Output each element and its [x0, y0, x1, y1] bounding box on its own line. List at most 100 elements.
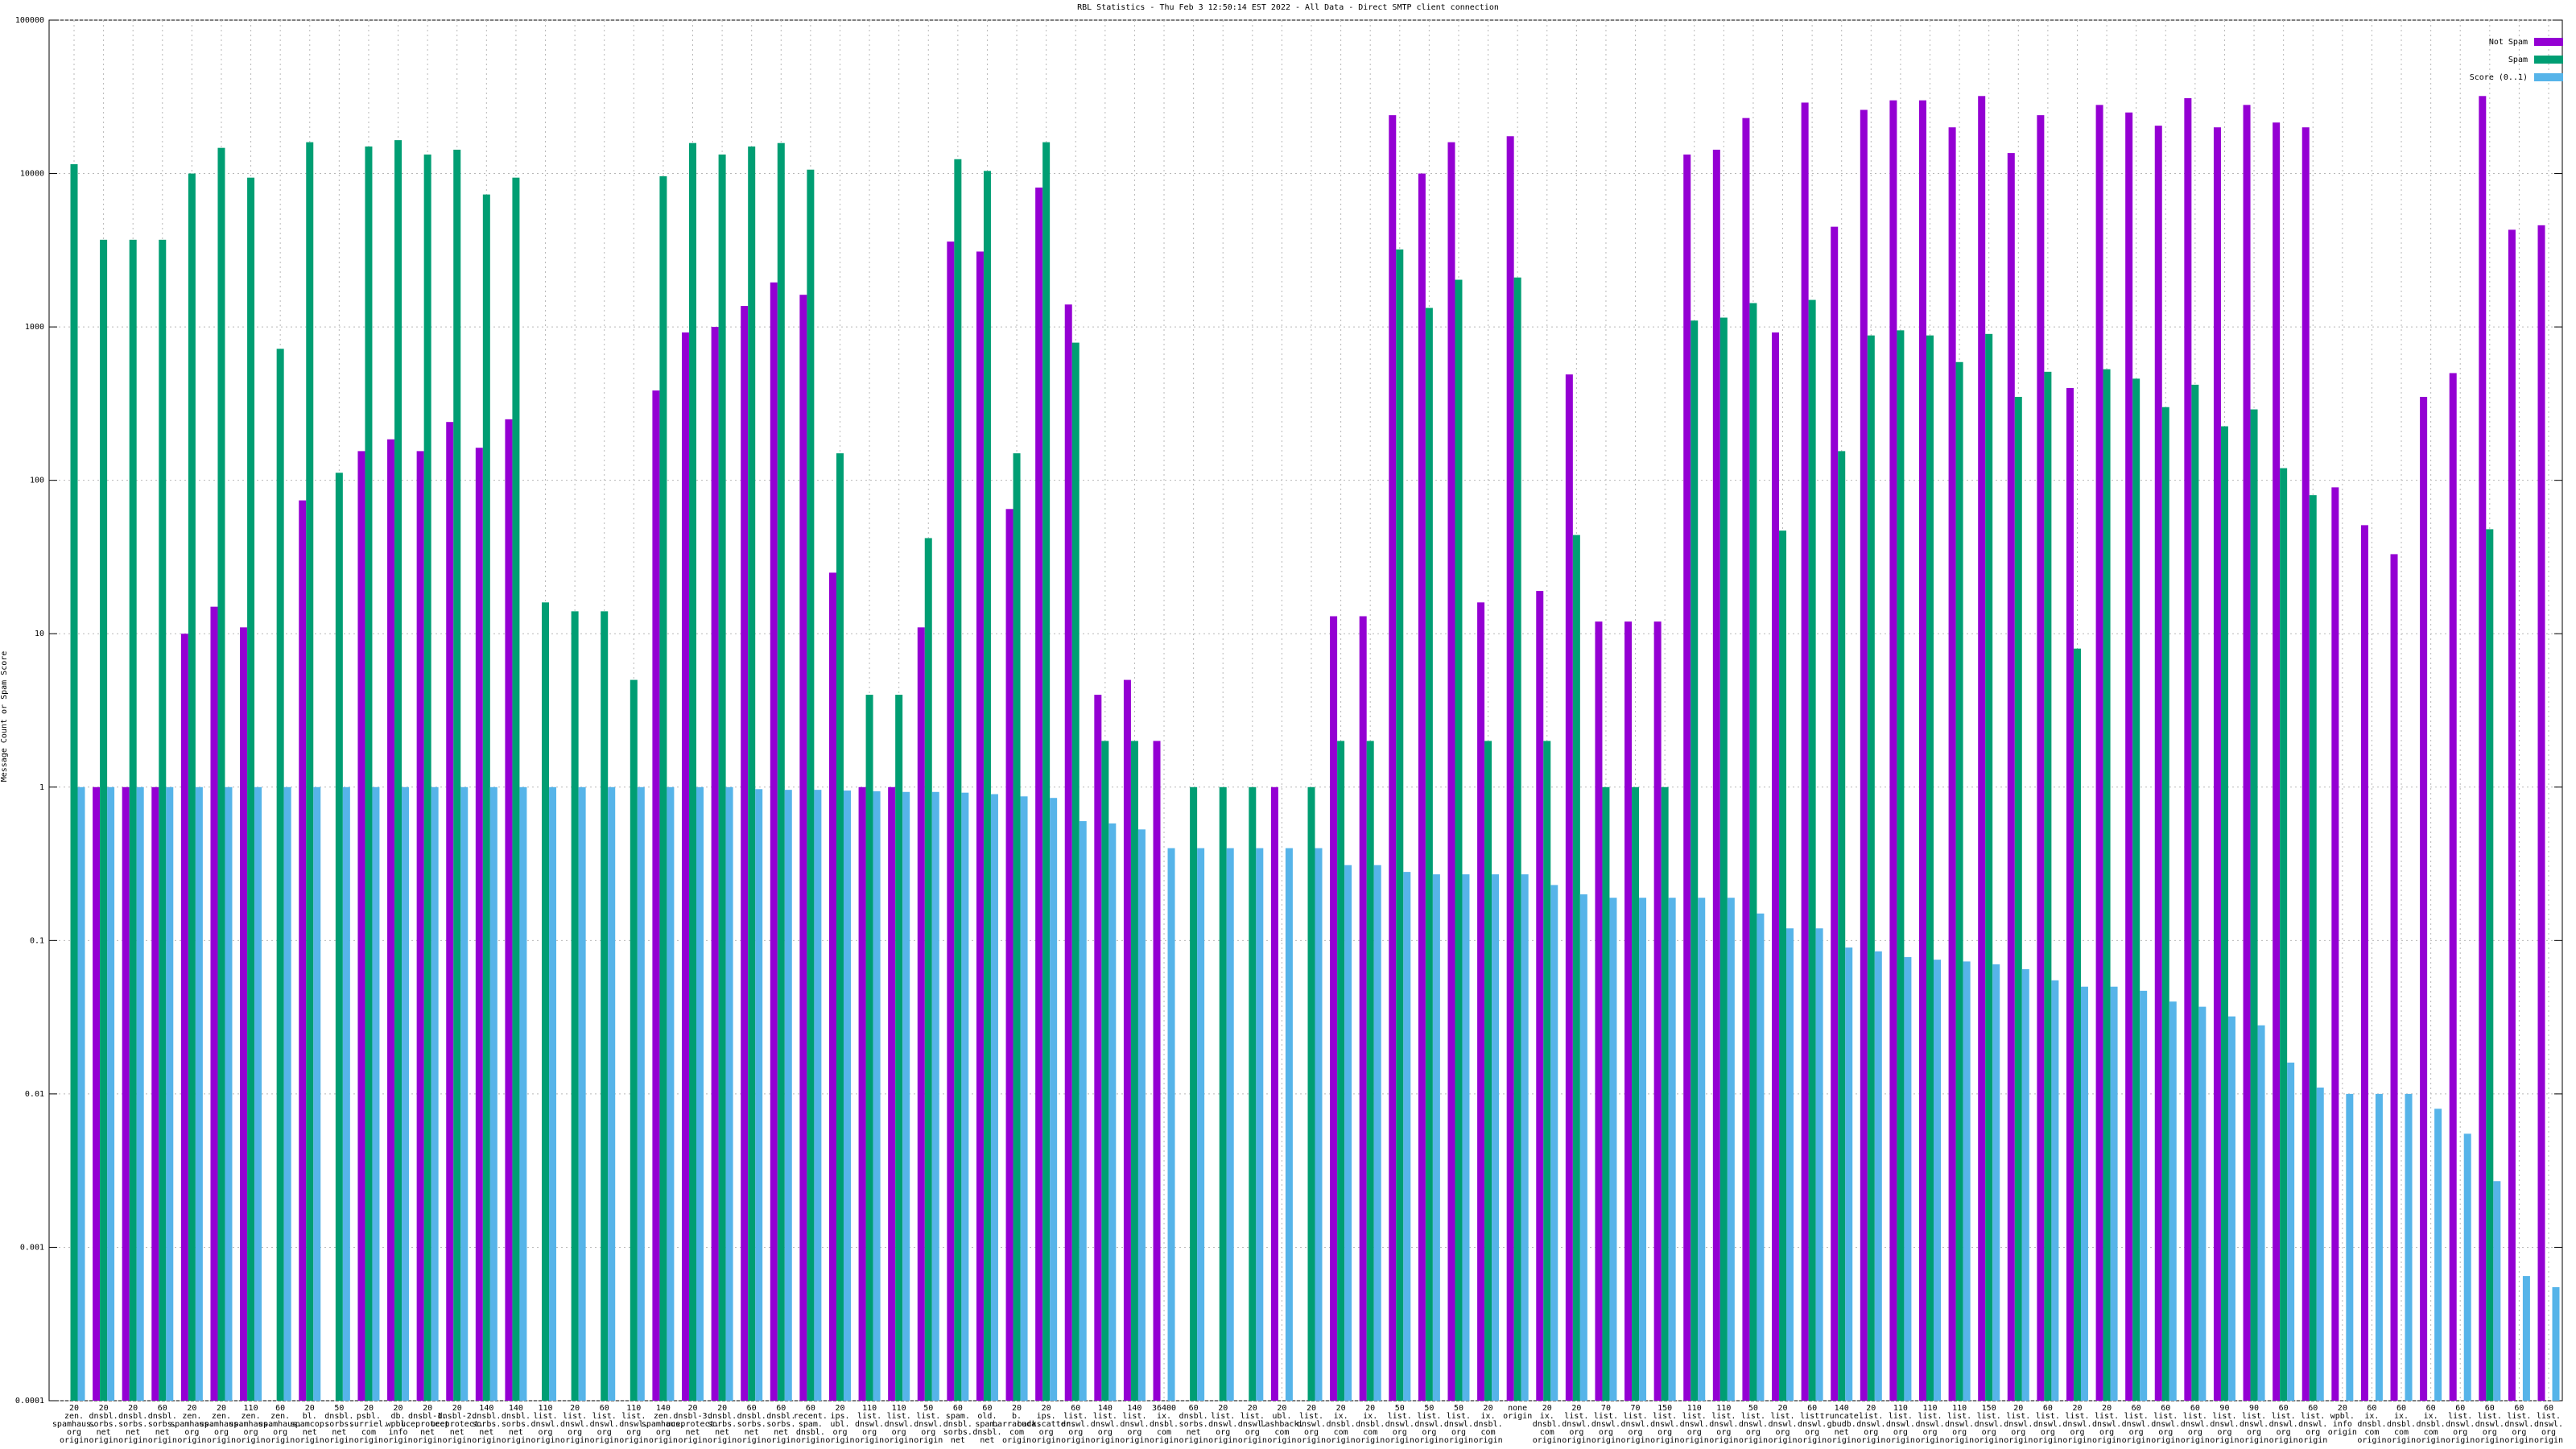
bar — [1403, 872, 1411, 1401]
x-tick-label-line: origin — [1768, 1436, 1797, 1445]
y-tick-label: 1000 — [25, 323, 44, 332]
x-tick-label-line: list. — [1063, 1412, 1088, 1421]
chart-title: RBL Statistics - Thu Feb 3 12:50:14 EST … — [1077, 3, 1499, 12]
bar — [93, 786, 101, 1401]
x-tick-label: 110 list. dnswl. org origin — [1709, 1404, 1738, 1445]
x-tick-label: 20 zen. spamhaus. org origin — [52, 1404, 96, 1445]
bar — [2184, 97, 2192, 1402]
x-tick-label-line: origin — [1827, 1436, 1856, 1445]
x-tick-label-line: ix. — [2424, 1412, 2438, 1421]
x-tick-label-line: 60 — [1189, 1404, 1199, 1413]
x-tick-label-line: dnsbl. — [1327, 1420, 1356, 1429]
x-tick-label: 20 list. dnswl. org origin — [1208, 1404, 1237, 1445]
x-tick-label: 60 list. dnswl. org origin — [2181, 1404, 2210, 1445]
legend-label: Score (0..1) — [2470, 73, 2528, 82]
x-tick-label-line: spam. — [799, 1420, 823, 1429]
bar — [983, 171, 991, 1401]
x-tick-label-line: org — [2277, 1428, 2291, 1437]
x-tick-label-line: dnswl. — [1768, 1420, 1797, 1429]
bar — [453, 149, 461, 1401]
x-tick-label-line: barracuda. — [993, 1420, 1041, 1429]
x-tick-label-line: origin — [89, 1436, 118, 1445]
bar — [1418, 173, 1426, 1402]
x-tick-label-line: org — [2483, 1428, 2497, 1437]
bar — [2522, 1276, 2530, 1401]
x-tick-label-line: spamhaus. — [258, 1420, 302, 1429]
x-tick-label: 60 zen. spamhaus. org origin — [258, 1404, 302, 1445]
x-tick-label-line: wpbl. — [2330, 1412, 2355, 1421]
x-tick-label-line: net — [420, 1428, 435, 1437]
x-tick-label-line: origin — [1591, 1436, 1620, 1445]
x-tick-label-line: origin — [1709, 1436, 1738, 1445]
x-tick-label-line: origin — [1533, 1436, 1562, 1445]
x-tick-label: 60 list. dnswl. org origin — [2151, 1404, 2180, 1445]
x-tick-label-line: b. — [1012, 1412, 1022, 1421]
bar — [1315, 848, 1323, 1401]
x-tick-label-line: dnsbl. — [148, 1412, 177, 1421]
x-tick-label-line: origin — [413, 1436, 442, 1445]
x-tick-label-line: 60 — [1071, 1404, 1080, 1413]
x-tick-label-line: dnswl. — [1591, 1420, 1620, 1429]
x-tick-label-line: org — [184, 1428, 199, 1437]
x-tick-label: 60 list. dnswl. org origin — [2269, 1404, 2298, 1445]
bar — [1831, 226, 1839, 1402]
bar — [748, 147, 756, 1402]
x-tick-label-line: origin — [2092, 1436, 2121, 1445]
x-tick-label-line: 140 — [509, 1404, 523, 1413]
x-tick-label-line: 110 — [626, 1404, 641, 1413]
x-tick-label: 110 zen. spamhaus. org origin — [229, 1404, 272, 1445]
bar — [608, 786, 616, 1401]
bar — [1432, 874, 1440, 1401]
legend-label: Spam — [2508, 56, 2528, 64]
x-tick-label-line: db. — [391, 1412, 406, 1421]
x-tick-label-line: 20 — [1336, 1404, 1346, 1413]
bar — [924, 538, 932, 1401]
bar — [70, 163, 78, 1401]
x-tick-label-line: 60 — [2132, 1404, 2141, 1413]
x-tick-label-line: sorbs. — [502, 1420, 530, 1429]
x-tick-label-line: dnsbl-3. — [673, 1412, 712, 1421]
bar — [1513, 277, 1521, 1401]
bar — [549, 786, 557, 1401]
x-tick-label-line: dnswl. — [2122, 1420, 2151, 1429]
x-tick-label-line: dnswl. — [619, 1420, 648, 1429]
x-tick-label-line: list. — [1564, 1412, 1588, 1421]
x-tick-label-line: list. — [2242, 1412, 2266, 1421]
x-tick-label-line: origin — [2534, 1436, 2563, 1445]
x-tick-label: 60 list. dnswl. org origin — [2534, 1404, 2563, 1445]
bar — [865, 695, 873, 1401]
x-tick-label-line: origin — [1945, 1436, 1974, 1445]
x-tick-label-line: 50 — [923, 1404, 933, 1413]
bar — [2309, 495, 2317, 1401]
x-tick-label-line: ix. — [1363, 1412, 1377, 1421]
x-tick-label-line: list. — [2478, 1412, 2502, 1421]
bar — [2198, 1006, 2207, 1401]
x-tick-label-line: org — [832, 1428, 847, 1437]
x-tick-label-line: ix. — [1157, 1412, 1171, 1421]
x-tick-label-line: origin — [1444, 1436, 1473, 1445]
bar — [1226, 848, 1234, 1401]
bar — [299, 500, 307, 1402]
x-tick-label-line: 150 — [1982, 1404, 1996, 1413]
bar — [1536, 591, 1544, 1401]
x-tick-label-line: ix. — [1334, 1412, 1348, 1421]
bar — [365, 147, 373, 1402]
x-tick-label-line: origin — [1680, 1436, 1709, 1445]
bar — [306, 142, 314, 1401]
bar — [689, 142, 696, 1402]
x-tick-label: 140 truncate. gbudb. net origin — [1820, 1404, 1864, 1445]
x-tick-label-line: 20 — [2072, 1404, 2082, 1413]
x-tick-label-line: origin — [383, 1436, 412, 1445]
x-tick-label-line: 20 — [570, 1404, 580, 1413]
x-tick-label-line: origin — [1856, 1436, 1885, 1445]
bar — [1101, 741, 1109, 1401]
x-tick-label-line: 20 — [69, 1404, 79, 1413]
bar — [1955, 361, 1963, 1402]
x-tick-label: 60 ix. dnsbl. com origin — [2357, 1404, 2386, 1445]
x-tick-label-line: old. — [977, 1412, 997, 1421]
x-tick-label-line: dnswl. — [2004, 1420, 2033, 1429]
x-tick-label-line: sorbs. — [472, 1420, 501, 1429]
bar — [1801, 102, 1809, 1402]
bar — [2346, 1093, 2354, 1401]
x-tick-label-line: list. — [2301, 1412, 2325, 1421]
